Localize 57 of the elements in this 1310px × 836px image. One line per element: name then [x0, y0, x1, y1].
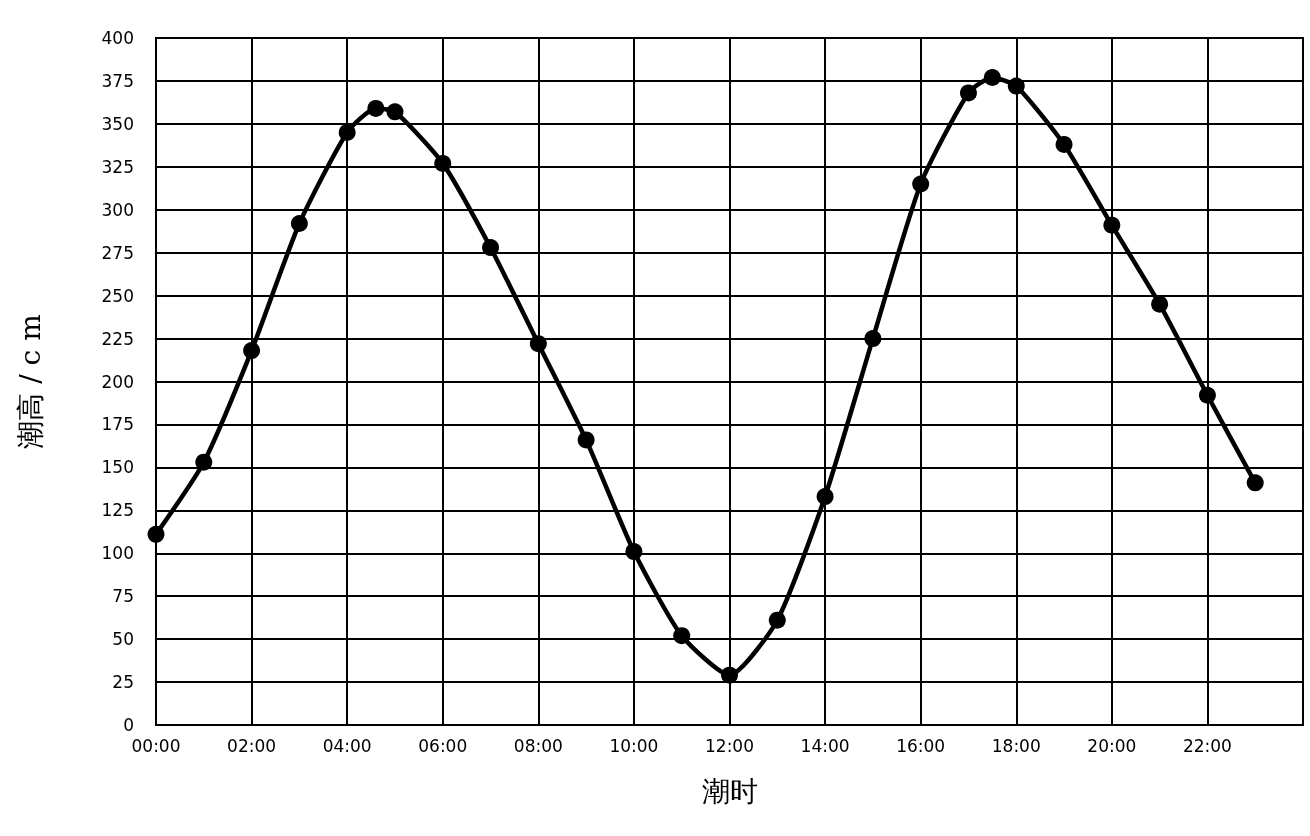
y-tick-label: 275	[101, 242, 134, 263]
point	[529, 335, 547, 353]
x-tick-label: 00:00	[131, 735, 181, 756]
x-tick-label: 06:00	[418, 735, 468, 756]
x-tick-label: 08:00	[513, 735, 563, 756]
point	[243, 342, 261, 360]
point	[1007, 77, 1025, 95]
x-tick-label: 22:00	[1182, 735, 1232, 756]
point	[864, 330, 882, 348]
y-tick-label: 300	[101, 199, 134, 220]
x-tick-label: 02:00	[227, 735, 277, 756]
point	[1246, 474, 1264, 492]
x-tick-label: 04:00	[322, 735, 372, 756]
point	[1103, 216, 1121, 234]
point	[482, 239, 500, 257]
y-axis-title: 潮高 / c m	[13, 314, 47, 449]
y-tick-label: 200	[101, 371, 134, 392]
point	[1198, 386, 1216, 404]
x-tick-label: 20:00	[1087, 735, 1137, 756]
y-tick-label: 50	[112, 629, 134, 650]
point	[290, 214, 308, 232]
point	[912, 175, 930, 193]
point	[147, 525, 165, 543]
y-tick-label: 125	[101, 500, 134, 521]
y-tick-label: 0	[123, 715, 134, 735]
point	[983, 69, 1001, 86]
x-tick-label: 10:00	[609, 735, 659, 756]
y-tick-label: 375	[101, 70, 134, 91]
point	[625, 543, 643, 561]
x-tick-label: 12:00	[705, 735, 754, 756]
y-tick-label: 250	[101, 285, 134, 306]
y-tick-label: 175	[101, 414, 134, 435]
point	[721, 666, 738, 684]
y-tick-label: 100	[101, 543, 134, 564]
x-tick-label: 14:00	[800, 735, 850, 756]
x-axis-title: 潮时	[701, 774, 758, 808]
y-tick-label: 150	[101, 457, 134, 478]
y-tick-label: 75	[112, 586, 134, 607]
y-tick-label: 350	[101, 113, 134, 134]
y-tick-label: 25	[112, 672, 134, 693]
point	[768, 611, 786, 629]
point	[673, 627, 691, 645]
y-tick-label: 400	[101, 28, 134, 48]
point	[338, 123, 356, 141]
point	[959, 84, 977, 102]
y-tick-label: 325	[101, 156, 134, 177]
point	[577, 431, 595, 449]
point	[1151, 295, 1169, 313]
point	[367, 99, 385, 117]
point	[1055, 135, 1073, 153]
point	[386, 103, 404, 121]
point	[816, 488, 834, 506]
x-tick-label: 18:00	[991, 735, 1041, 756]
point	[434, 154, 452, 172]
point	[195, 453, 213, 471]
y-tick-label: 225	[101, 328, 134, 349]
x-tick-label: 16:00	[896, 735, 946, 756]
